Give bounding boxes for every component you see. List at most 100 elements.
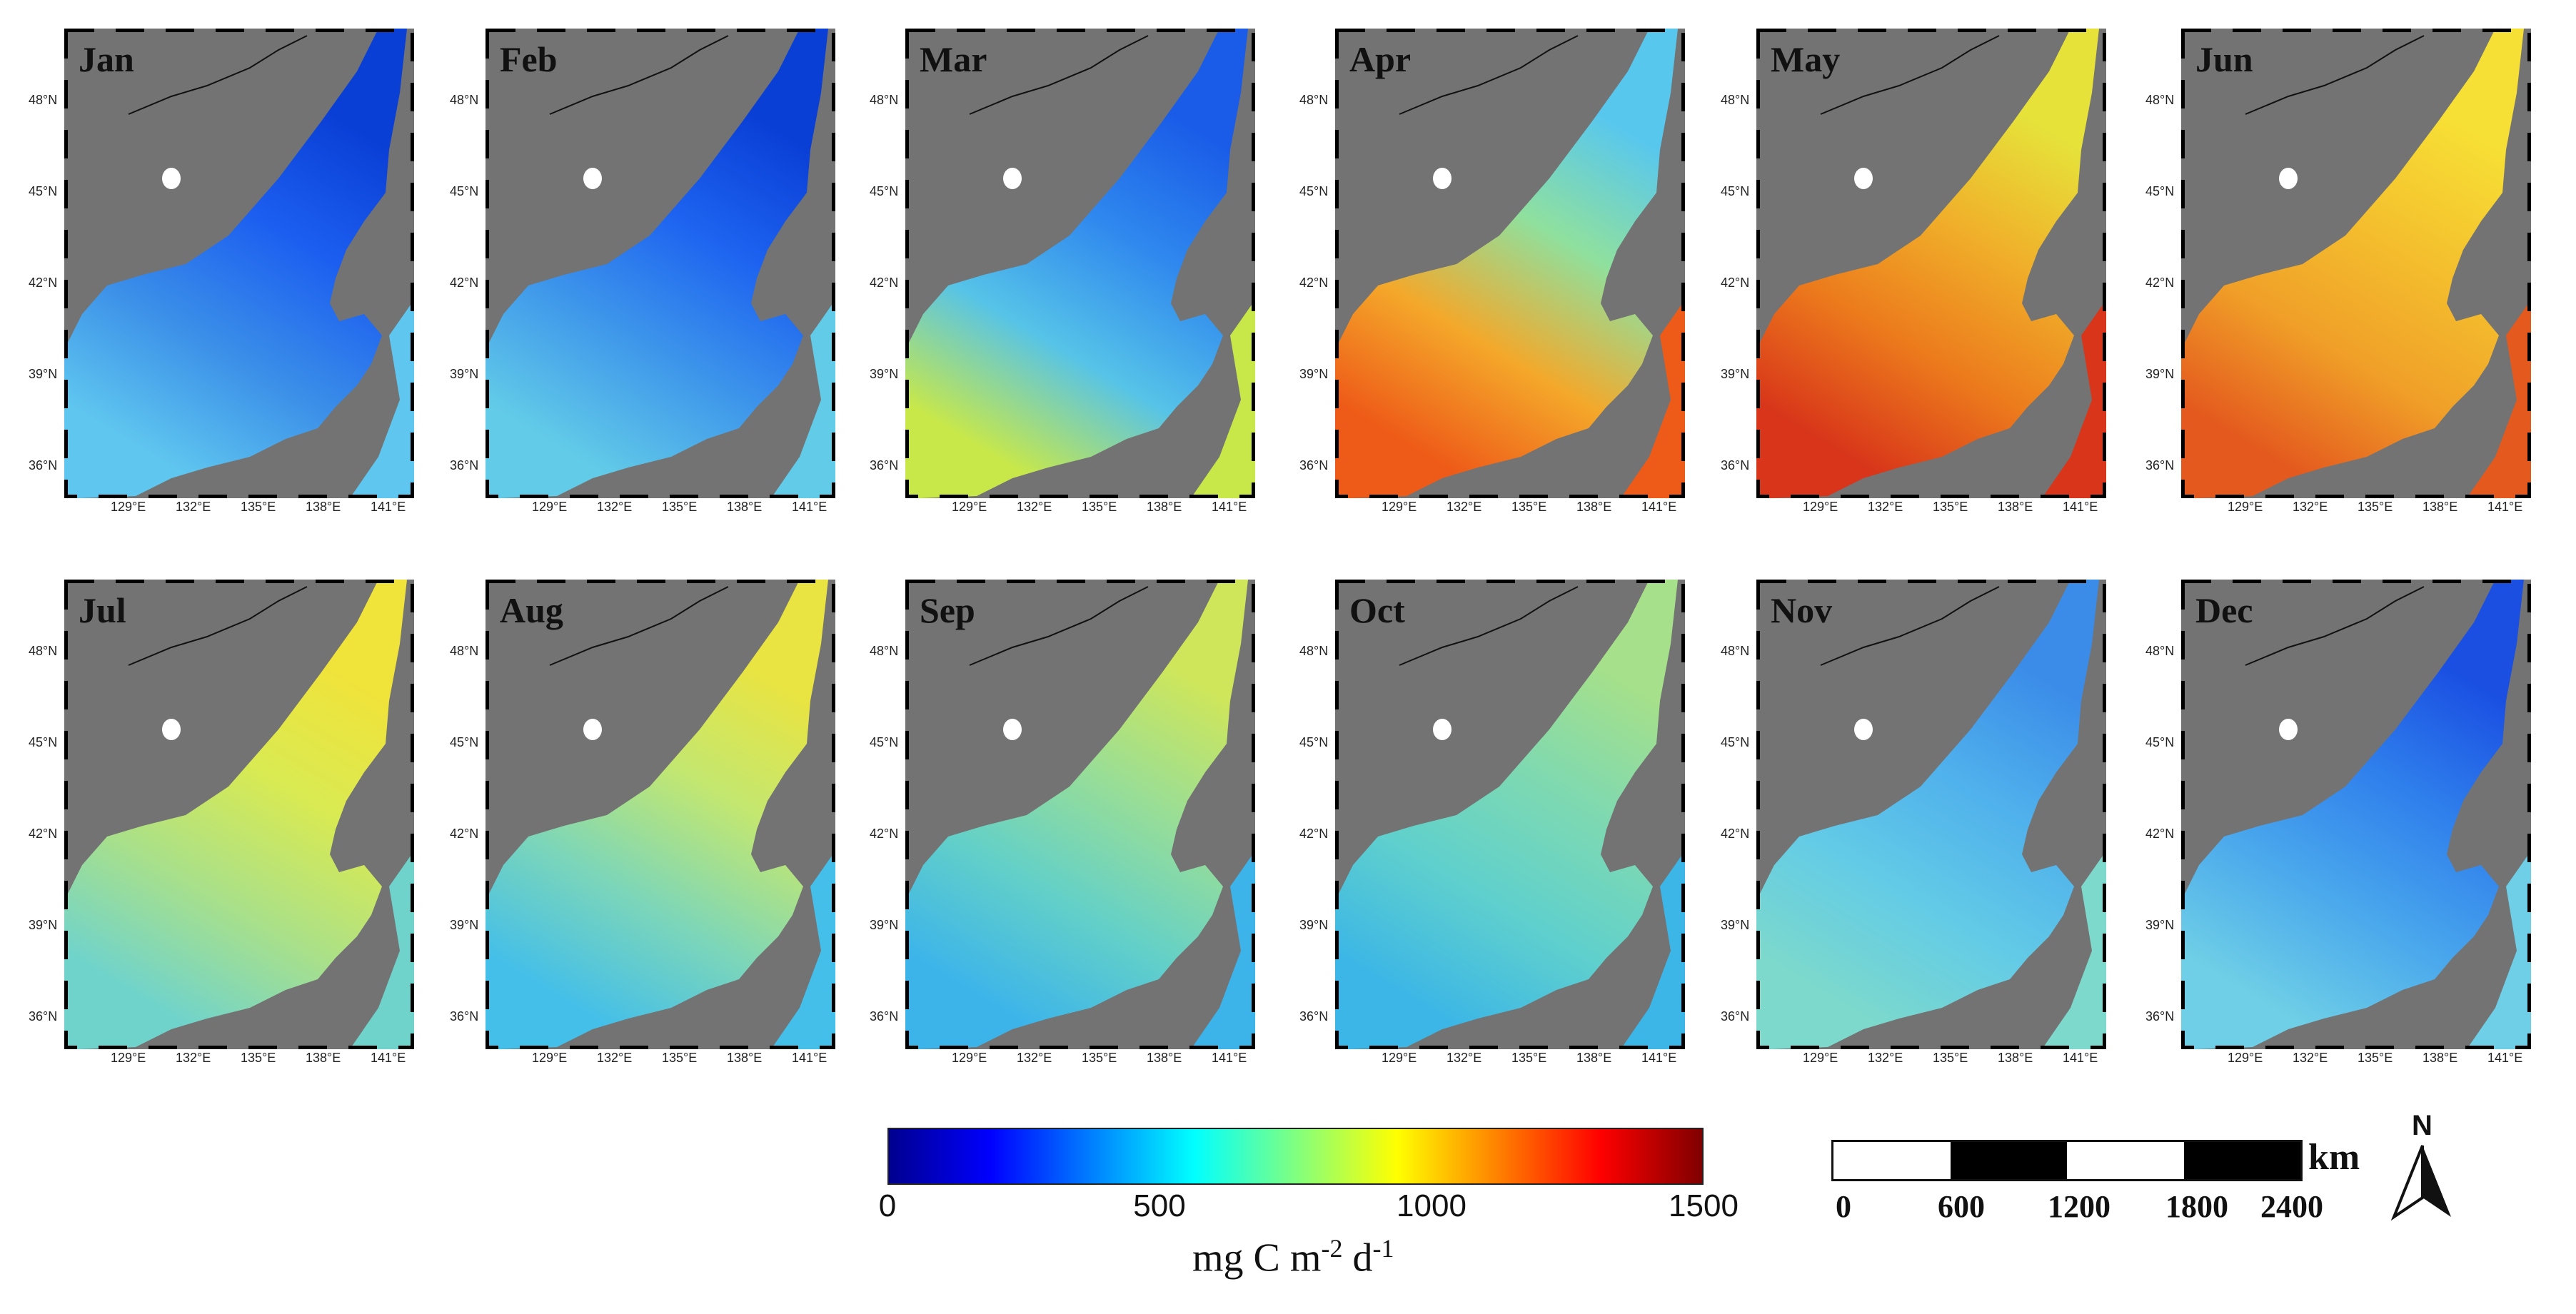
lake [1003, 719, 1022, 740]
lon-label: 138°E [727, 1051, 763, 1065]
lake [583, 168, 602, 189]
lat-label: 39°N [450, 918, 479, 932]
lon-label: 141°E [1641, 1051, 1677, 1065]
lat-label: 48°N [1721, 93, 1750, 107]
sea-productivity [1335, 29, 1678, 498]
sea-productivity [905, 29, 1248, 498]
map-panel-jun: Jun 48°N 45°N 42°N 39°N 36°N 129°E 132°E 135°E 13… [2145, 29, 2572, 514]
lat-label: 36°N [870, 458, 899, 472]
lat-label: 45°N [1299, 184, 1329, 198]
scale-label: 1200 [2048, 1189, 2110, 1224]
lat-label: 39°N [2145, 367, 2175, 381]
lon-label: 135°E [662, 1051, 698, 1065]
lon-label: 132°E [1017, 500, 1052, 514]
pacific-productivity [2467, 851, 2531, 1049]
lon-label: 138°E [306, 500, 341, 514]
lake [162, 168, 181, 189]
lat-label: 36°N [1299, 1009, 1329, 1024]
pacific-productivity [350, 851, 414, 1049]
lat-label: 48°N [2145, 93, 2175, 107]
lon-label: 135°E [1933, 1051, 1968, 1065]
lon-label: 129°E [952, 500, 987, 514]
lon-label: 135°E [241, 1051, 276, 1065]
scale-label: 1800 [2165, 1189, 2228, 1224]
lon-label: 132°E [597, 1051, 633, 1065]
lake [1433, 168, 1451, 189]
map-panel-sep: Sep 48°N 45°N 42°N 39°N 36°N 129°E 132°E 135°E 13… [870, 580, 1297, 1065]
lake [2279, 719, 2298, 740]
lon-label: 138°E [727, 500, 763, 514]
pacific-productivity [2042, 300, 2106, 498]
pacific-productivity [771, 851, 835, 1049]
border-line [969, 35, 1149, 115]
lat-label: 45°N [2145, 184, 2175, 198]
lat-label: 39°N [2145, 918, 2175, 932]
lon-label: 132°E [176, 1051, 211, 1065]
lon-label: 135°E [241, 500, 276, 514]
pacific-productivity [771, 300, 835, 498]
sea-productivity [64, 580, 407, 1049]
lon-label: 132°E [1868, 1051, 1903, 1065]
lon-label: 129°E [2228, 1051, 2263, 1065]
scale-segment [2183, 1142, 2300, 1179]
lat-label: 42°N [2145, 827, 2175, 841]
lat-label: 48°N [870, 93, 899, 107]
scale-label: 2400 [2260, 1189, 2323, 1224]
lon-label: 129°E [532, 500, 568, 514]
lat-label: 48°N [1721, 644, 1750, 658]
lake [1854, 719, 1873, 740]
map-panel-mar: Mar 48°N 45°N 42°N 39°N 36°N 129°E 132°E 135°E 13… [870, 29, 1297, 514]
lake [162, 719, 181, 740]
pacific-productivity [2042, 851, 2106, 1049]
map-svg [1335, 29, 1685, 498]
map-frame [64, 580, 414, 1049]
lat-label: 45°N [1721, 735, 1750, 749]
lon-label: 129°E [1803, 500, 1838, 514]
lon-label: 132°E [597, 500, 633, 514]
lon-label: 141°E [2487, 1051, 2523, 1065]
border-line [969, 586, 1149, 666]
lon-label: 132°E [176, 500, 211, 514]
lon-label: 129°E [532, 1051, 568, 1065]
lon-label: 129°E [1382, 500, 1417, 514]
lat-label: 39°N [29, 367, 58, 381]
lat-label: 36°N [2145, 458, 2175, 472]
map-panel-dec: Dec 48°N 45°N 42°N 39°N 36°N 129°E 132°E 135°E 13… [2145, 580, 2572, 1065]
scale-label: 0 [1836, 1189, 1851, 1224]
lon-label: 138°E [1147, 500, 1182, 514]
lat-label: 36°N [2145, 1009, 2175, 1024]
lat-label: 48°N [450, 644, 479, 658]
lat-label: 45°N [1299, 735, 1329, 749]
map-frame [2181, 29, 2531, 498]
month-label: Sep [920, 590, 975, 630]
colorbar-tick-label: 1500 [1669, 1188, 1739, 1223]
pacific-productivity [1191, 300, 1255, 498]
scale-unit: km [2308, 1137, 2360, 1178]
lon-label: 132°E [2293, 1051, 2328, 1065]
lon-label: 138°E [1576, 1051, 1612, 1065]
sea-productivity [64, 29, 407, 498]
lon-label: 129°E [1803, 1051, 1838, 1065]
map-svg [1335, 580, 1685, 1049]
lat-label: 42°N [1721, 276, 1750, 290]
lat-label: 48°N [870, 644, 899, 658]
map-frame [485, 580, 835, 1049]
lon-label: 141°E [2487, 500, 2523, 514]
lat-label: 48°N [2145, 644, 2175, 658]
sea-productivity [485, 29, 828, 498]
colorbar-unit: mg C m-2 d-1 [1192, 1233, 1394, 1281]
lon-label: 141°E [792, 500, 827, 514]
scale-segment [1833, 1142, 1951, 1179]
lon-label: 129°E [111, 500, 146, 514]
lat-label: 45°N [29, 184, 58, 198]
lat-label: 36°N [1721, 458, 1750, 472]
lat-label: 45°N [870, 184, 899, 198]
lat-label: 36°N [1721, 1009, 1750, 1024]
month-label: Nov [1771, 590, 1833, 630]
map-svg [1756, 580, 2106, 1049]
border-line [128, 586, 308, 666]
border-line [1399, 586, 1579, 666]
map-svg [64, 29, 414, 498]
lat-label: 36°N [870, 1009, 899, 1024]
lat-label: 36°N [29, 1009, 58, 1024]
